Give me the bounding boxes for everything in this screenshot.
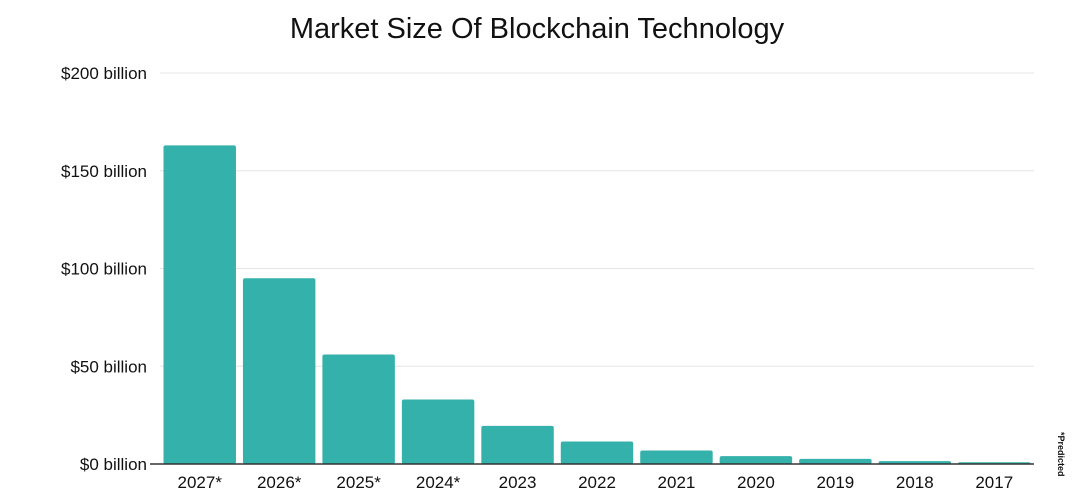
x-tick-label: 2021 [658, 473, 696, 492]
y-tick-label: $150 billion [61, 162, 147, 181]
predicted-note: *Predicted [1056, 432, 1066, 477]
x-axis: 2027* 2026* 2025* 2024* 2023 2022 2021 2020 2019… [178, 473, 1014, 492]
y-tick-label: $50 billion [70, 357, 147, 376]
chart-title: Market Size Of Blockchain Technology [290, 13, 785, 45]
grid-layer [160, 72, 1034, 367]
y-tick-label: $0 billion [80, 455, 147, 474]
bar-layer [163, 145, 1031, 464]
bar [560, 441, 634, 464]
y-tick-label: $100 billion [61, 260, 147, 279]
bar [322, 354, 395, 464]
x-tick-label: 2023 [499, 473, 537, 492]
bar [719, 456, 793, 464]
x-tick-label: 2024* [416, 473, 461, 492]
y-tick-label: $200 billion [61, 64, 147, 83]
x-tick-label: 2022 [578, 473, 616, 492]
bar [242, 278, 316, 464]
x-tick-label: 2027* [178, 473, 223, 492]
bar [163, 145, 236, 464]
bar [401, 399, 475, 464]
x-tick-label: 2026* [257, 473, 302, 492]
bar [640, 450, 713, 464]
x-tick-label: 2017 [975, 473, 1013, 492]
x-tick-label: 2020 [737, 473, 775, 492]
x-tick-label: 2019 [816, 473, 854, 492]
y-axis: $0 billion $50 billion $100 billion $150 bi… [61, 64, 147, 474]
x-tick-label: 2018 [896, 473, 934, 492]
bar [799, 458, 872, 464]
x-tick-label: 2025* [336, 473, 381, 492]
bar [481, 425, 554, 464]
